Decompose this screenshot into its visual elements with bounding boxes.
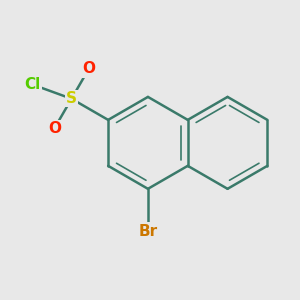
Text: O: O <box>82 61 95 76</box>
Text: O: O <box>48 121 61 136</box>
Text: S: S <box>66 91 77 106</box>
Text: Br: Br <box>138 224 158 238</box>
Text: Cl: Cl <box>25 77 41 92</box>
